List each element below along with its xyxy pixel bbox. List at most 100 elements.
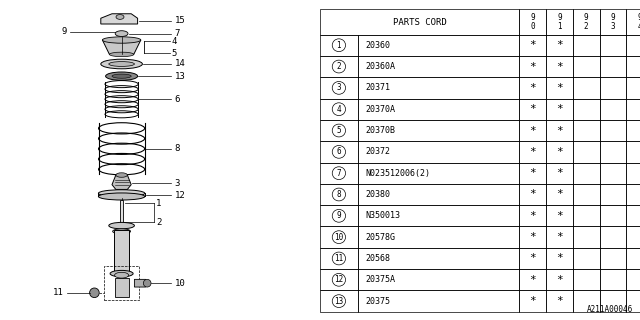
Bar bbox=[573, 227, 600, 248]
Text: 9
2: 9 2 bbox=[584, 13, 588, 31]
Bar bbox=[519, 10, 546, 35]
Text: 9
0: 9 0 bbox=[531, 13, 535, 31]
Bar bbox=[600, 227, 627, 248]
Text: 11: 11 bbox=[334, 254, 344, 263]
Bar bbox=[600, 163, 627, 184]
Bar bbox=[519, 184, 546, 205]
Text: 11: 11 bbox=[53, 288, 64, 297]
Text: 8: 8 bbox=[174, 144, 180, 153]
Text: 4: 4 bbox=[172, 37, 177, 46]
Bar bbox=[320, 248, 358, 269]
Bar bbox=[573, 163, 600, 184]
Bar bbox=[519, 141, 546, 163]
Bar bbox=[519, 35, 546, 56]
Bar bbox=[104, 266, 140, 300]
Text: 5: 5 bbox=[337, 126, 341, 135]
Bar bbox=[519, 77, 546, 99]
Text: *: * bbox=[556, 275, 563, 285]
Text: *: * bbox=[529, 83, 536, 93]
Text: 20360: 20360 bbox=[366, 41, 391, 50]
Bar bbox=[358, 163, 519, 184]
Bar bbox=[546, 227, 573, 248]
Text: *: * bbox=[556, 168, 563, 178]
Text: N023512006(2): N023512006(2) bbox=[366, 169, 431, 178]
Bar bbox=[320, 77, 358, 99]
Ellipse shape bbox=[99, 193, 145, 200]
Bar bbox=[573, 120, 600, 141]
Bar bbox=[358, 99, 519, 120]
Text: 14: 14 bbox=[174, 60, 185, 68]
Bar bbox=[573, 141, 600, 163]
Text: 10: 10 bbox=[334, 233, 344, 242]
Bar bbox=[320, 10, 519, 35]
Polygon shape bbox=[112, 175, 131, 189]
Text: 3: 3 bbox=[174, 179, 180, 188]
Bar bbox=[358, 56, 519, 77]
Text: 20568: 20568 bbox=[366, 254, 391, 263]
Bar bbox=[546, 163, 573, 184]
Text: 20360A: 20360A bbox=[366, 62, 396, 71]
Ellipse shape bbox=[116, 173, 127, 177]
Text: 20371: 20371 bbox=[366, 84, 391, 92]
Bar bbox=[320, 291, 358, 312]
Bar bbox=[358, 227, 519, 248]
Text: 4: 4 bbox=[337, 105, 341, 114]
Bar bbox=[573, 99, 600, 120]
Text: 13: 13 bbox=[174, 72, 185, 81]
Bar bbox=[320, 269, 358, 291]
Bar bbox=[358, 184, 519, 205]
Ellipse shape bbox=[115, 31, 128, 36]
Bar bbox=[358, 141, 519, 163]
Bar bbox=[320, 35, 358, 56]
Bar bbox=[627, 10, 640, 35]
Text: *: * bbox=[556, 232, 563, 242]
Bar bbox=[600, 248, 627, 269]
Text: 9
4: 9 4 bbox=[637, 13, 640, 31]
Bar bbox=[358, 248, 519, 269]
Bar bbox=[519, 291, 546, 312]
Bar bbox=[573, 248, 600, 269]
Bar bbox=[120, 200, 123, 226]
Bar bbox=[573, 184, 600, 205]
Circle shape bbox=[90, 288, 99, 298]
Bar bbox=[519, 205, 546, 227]
Text: 10: 10 bbox=[174, 279, 185, 288]
Bar bbox=[573, 205, 600, 227]
Text: 13: 13 bbox=[334, 297, 344, 306]
Text: 9
3: 9 3 bbox=[611, 13, 615, 31]
Bar bbox=[358, 291, 519, 312]
Text: 20375: 20375 bbox=[366, 297, 391, 306]
Text: *: * bbox=[556, 40, 563, 50]
Ellipse shape bbox=[109, 52, 134, 57]
Ellipse shape bbox=[102, 37, 141, 43]
Circle shape bbox=[143, 279, 151, 287]
Bar bbox=[358, 77, 519, 99]
Bar bbox=[546, 248, 573, 269]
Polygon shape bbox=[134, 279, 147, 287]
Text: *: * bbox=[556, 104, 563, 114]
Bar bbox=[600, 35, 627, 56]
Bar bbox=[573, 77, 600, 99]
Bar bbox=[320, 99, 358, 120]
Bar bbox=[573, 291, 600, 312]
Bar bbox=[546, 120, 573, 141]
Ellipse shape bbox=[110, 270, 133, 277]
Bar bbox=[546, 35, 573, 56]
Bar bbox=[115, 278, 129, 297]
Text: 3: 3 bbox=[337, 84, 341, 92]
Text: 20375A: 20375A bbox=[366, 275, 396, 284]
Text: *: * bbox=[556, 147, 563, 157]
Bar bbox=[600, 291, 627, 312]
Text: *: * bbox=[529, 275, 536, 285]
Text: *: * bbox=[529, 104, 536, 114]
Bar bbox=[573, 35, 600, 56]
Bar bbox=[600, 120, 627, 141]
Bar bbox=[627, 141, 640, 163]
Text: A211A00046: A211A00046 bbox=[588, 305, 634, 314]
Text: *: * bbox=[556, 83, 563, 93]
Text: 12: 12 bbox=[334, 275, 344, 284]
Bar bbox=[320, 227, 358, 248]
Polygon shape bbox=[102, 40, 141, 54]
Bar bbox=[600, 10, 627, 35]
Bar bbox=[627, 35, 640, 56]
